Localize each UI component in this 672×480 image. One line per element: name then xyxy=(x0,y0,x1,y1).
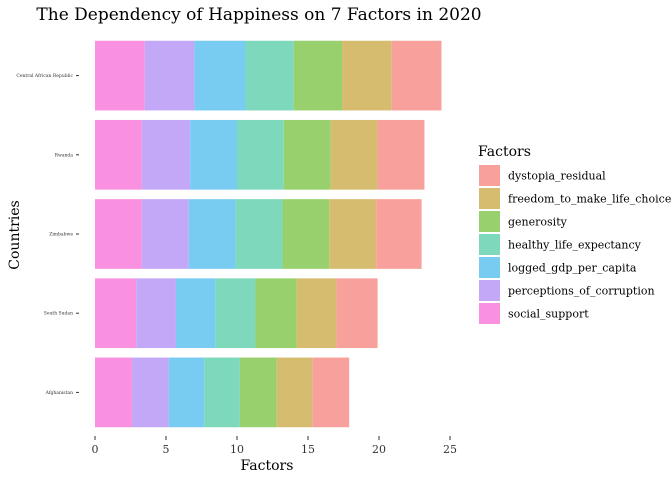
legend-key-perceptions_of_corruption xyxy=(479,280,500,301)
bar-generosity-1 xyxy=(283,119,331,190)
bar-social_support-0 xyxy=(95,40,145,111)
legend-key-dystopia_residual xyxy=(479,165,500,186)
bar-dystopia_residual-1 xyxy=(377,119,425,190)
bar-perceptions_of_corruption-1 xyxy=(141,119,191,190)
y-axis-ticks: Central African Republic Rwanda Zimbabwe So… xyxy=(16,73,79,396)
chart-title: The Dependency of Happiness on 7 Factors… xyxy=(36,5,481,25)
legend-label-social_support: social_support xyxy=(508,308,589,321)
legend: dystopia_residual freedom_to_make_life_ch… xyxy=(479,165,672,324)
bar-freedom_to_make_life_choices-1 xyxy=(330,119,378,190)
legend-key-freedom_to_make_life_choices xyxy=(479,188,500,209)
bar-logged_gdp_per_capita-1 xyxy=(190,119,237,190)
x-axis-ticks: 0 5 10 15 20 25 xyxy=(92,436,457,456)
bar-healthy_life_expectancy-2 xyxy=(235,199,283,269)
bar-healthy_life_expectancy-1 xyxy=(237,119,284,190)
bar-perceptions_of_corruption-0 xyxy=(144,40,195,111)
y-tick-label-3: South Sudan xyxy=(44,311,73,317)
bar-dystopia_residual-2 xyxy=(376,199,422,269)
bar-logged_gdp_per_capita-3 xyxy=(175,278,216,349)
legend-label-healthy_life_expectancy: healthy_life_expectancy xyxy=(508,239,642,252)
x-axis-title: Factors xyxy=(241,458,294,474)
y-tick-label-0: Central African Republic xyxy=(16,73,73,79)
bar-logged_gdp_per_capita-2 xyxy=(188,199,236,269)
bar-social_support-2 xyxy=(95,199,142,269)
legend-label-logged_gdp_per_capita: logged_gdp_per_capita xyxy=(508,262,637,275)
bar-healthy_life_expectancy-0 xyxy=(245,40,294,111)
bar-dystopia_residual-0 xyxy=(391,40,442,111)
x-tick-label-3: 15 xyxy=(301,443,315,456)
y-tick-label-1: Rwanda xyxy=(55,152,74,158)
x-tick-label-5: 25 xyxy=(443,443,457,456)
bar-generosity-2 xyxy=(282,199,330,269)
y-axis-title: Countries xyxy=(7,200,23,269)
bar-social_support-3 xyxy=(95,278,137,349)
bar-freedom_to_make_life_choices-2 xyxy=(329,199,377,269)
x-tick-label-1: 5 xyxy=(163,443,170,456)
legend-key-logged_gdp_per_capita xyxy=(479,257,500,278)
bar-logged_gdp_per_capita-0 xyxy=(194,40,246,111)
bar-social_support-1 xyxy=(95,119,142,190)
bar-social_support-4 xyxy=(95,357,132,428)
legend-label-freedom_to_make_life_choices: freedom_to_make_life_choices xyxy=(508,193,672,206)
bar-perceptions_of_corruption-3 xyxy=(136,278,176,349)
legend-key-healthy_life_expectancy xyxy=(479,234,500,255)
bar-freedom_to_make_life_choices-4 xyxy=(276,357,313,428)
x-tick-label-0: 0 xyxy=(92,443,99,456)
bar-perceptions_of_corruption-2 xyxy=(141,199,189,269)
bar-dystopia_residual-3 xyxy=(336,278,378,349)
bar-generosity-0 xyxy=(293,40,343,111)
bar-perceptions_of_corruption-4 xyxy=(131,357,169,428)
x-tick-label-4: 20 xyxy=(372,443,386,456)
bar-healthy_life_expectancy-3 xyxy=(215,278,256,349)
legend-label-dystopia_residual: dystopia_residual xyxy=(508,170,606,183)
y-tick-label-2: Zimbabwe xyxy=(49,232,73,238)
legend-key-social_support xyxy=(479,303,500,324)
y-tick-label-4: Afghanistan xyxy=(45,390,73,396)
bar-healthy_life_expectancy-4 xyxy=(204,357,240,428)
bars-group xyxy=(95,40,442,428)
x-tick-label-2: 10 xyxy=(230,443,244,456)
bar-generosity-4 xyxy=(239,357,277,428)
bar-freedom_to_make_life_choices-0 xyxy=(342,40,392,111)
legend-label-perceptions_of_corruption: perceptions_of_corruption xyxy=(508,285,655,298)
bar-freedom_to_make_life_choices-3 xyxy=(296,278,337,349)
legend-label-generosity: generosity xyxy=(508,216,568,229)
bar-dystopia_residual-4 xyxy=(312,357,350,428)
bar-generosity-3 xyxy=(255,278,297,349)
bar-logged_gdp_per_capita-4 xyxy=(168,357,205,428)
legend-title: Factors xyxy=(478,144,531,160)
legend-key-generosity xyxy=(479,211,500,232)
